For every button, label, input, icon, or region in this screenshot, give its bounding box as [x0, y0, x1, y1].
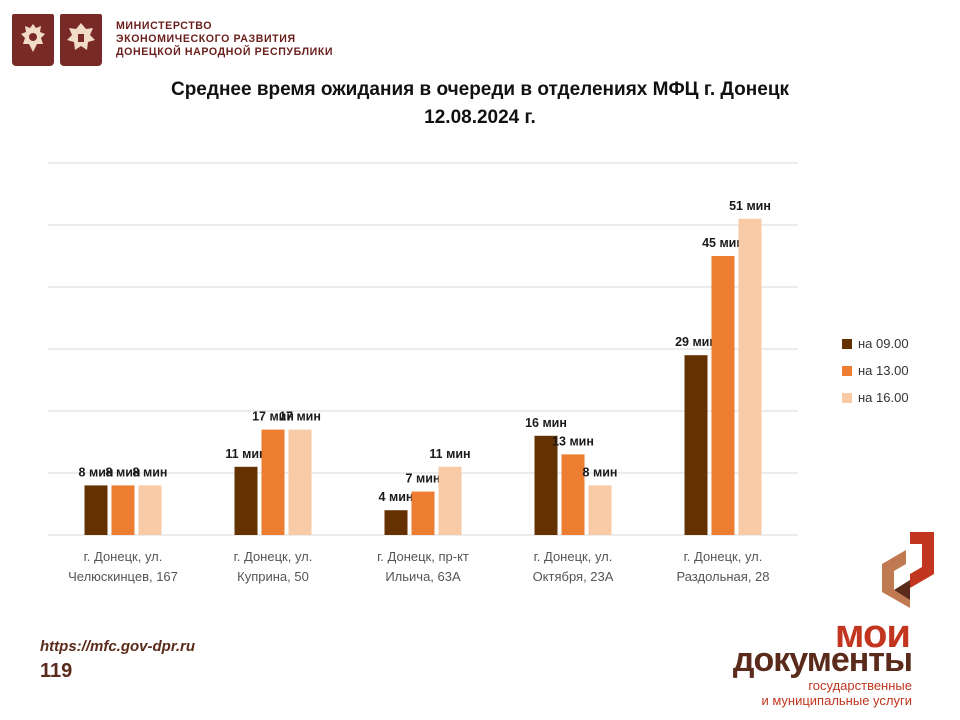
brand-subtitle-2: и муниципальные услуги [761, 693, 912, 708]
category-label: г. Донецк, ул. [84, 549, 163, 564]
data-label: 13 мин [552, 434, 594, 448]
category-label: г. Донецк, ул. [534, 549, 613, 564]
page-number: 119 [40, 660, 73, 682]
footer-url[interactable]: https://mfc.gov-dpr.ru [40, 638, 195, 655]
bar [288, 429, 312, 535]
category-label: г. Донецк, пр-кт [377, 549, 469, 564]
category-label: Ильича, 63А [385, 569, 461, 584]
legend-label: на 09.00 [858, 336, 909, 351]
legend-swatch [842, 392, 852, 403]
legend-item: на 13.00 [842, 357, 909, 384]
bar [534, 435, 558, 535]
bar [234, 466, 258, 535]
category-label: г. Донецк, ул. [684, 549, 763, 564]
category-label: Куприна, 50 [237, 569, 309, 584]
dpr-emblem-icon [60, 14, 102, 66]
chart-title-line-2: 12.08.2024 г. [424, 107, 536, 128]
chart-title-line-1: Среднее время ожидания в очереди в отдел… [170, 79, 790, 100]
ministry-line-1: МИНИСТЕРСТВО [116, 20, 213, 32]
bar [84, 485, 108, 535]
bar [138, 485, 162, 535]
data-label: 8 мин [583, 465, 618, 479]
data-label: 8 мин [133, 465, 168, 479]
brand-block: мои документы государственные и муниципа… [720, 530, 950, 710]
bar [438, 466, 462, 535]
brand-moi: мои [834, 612, 911, 656]
bar [738, 218, 762, 536]
data-label: 11 мин [429, 447, 470, 461]
header: МИНИСТЕРСТВО ЭКОНОМИЧЕСКОГО РАЗВИТИЯ ДОН… [12, 14, 333, 68]
legend-item: на 09.00 [842, 330, 909, 357]
category-label: Октября, 23А [533, 569, 614, 584]
moi-dokumenty-logo-icon [882, 532, 934, 608]
legend-item: на 16.00 [842, 384, 909, 411]
data-label: 51 мин [729, 199, 771, 213]
bar [111, 485, 135, 535]
bar [384, 510, 408, 535]
brand-dokumenty: документы [732, 641, 913, 679]
bar [588, 485, 612, 535]
data-label: 11 мин [225, 447, 266, 461]
data-label: 45 мин [702, 236, 744, 250]
ministry-line-3: ДОНЕЦКОЙ НАРОДНОЙ РЕСПУБЛИКИ [116, 46, 334, 58]
legend-label: на 16.00 [858, 390, 909, 405]
category-label: г. Донецк, ул. [234, 549, 313, 564]
category-label: Челюскинцев, 167 [68, 569, 178, 584]
bar [684, 355, 708, 535]
data-label: 29 мин [675, 335, 717, 349]
category-label: Раздольная, 28 [676, 569, 769, 584]
coat-of-arms-icon [12, 14, 54, 66]
chart-title: Среднее время ожидания в очереди в отдел… [0, 76, 960, 132]
legend-label: на 13.00 [858, 363, 909, 378]
ministry-name: МИНИСТЕРСТВО ЭКОНОМИЧЕСКОГО РАЗВИТИЯ ДОН… [116, 20, 333, 59]
data-label: 7 мин [406, 472, 441, 486]
legend-swatch [842, 338, 852, 349]
data-label: 4 мин [379, 490, 414, 504]
data-label: 8 мин [106, 465, 141, 479]
legend-swatch [842, 365, 852, 376]
data-label: 16 мин [525, 416, 567, 430]
data-label: 8 мин [79, 465, 114, 479]
chart-legend: на 09.00 на 13.00 на 16.00 [842, 330, 909, 411]
brand-subtitle-1: государственные [808, 678, 912, 693]
bar [561, 454, 585, 535]
data-label: 17 мин [279, 410, 321, 424]
data-label: 17 мин [252, 410, 294, 424]
ministry-line-2: ЭКОНОМИЧЕСКОГО РАЗВИТИЯ [116, 33, 296, 45]
bar [711, 256, 735, 535]
bar [261, 429, 285, 535]
bar [411, 491, 435, 535]
